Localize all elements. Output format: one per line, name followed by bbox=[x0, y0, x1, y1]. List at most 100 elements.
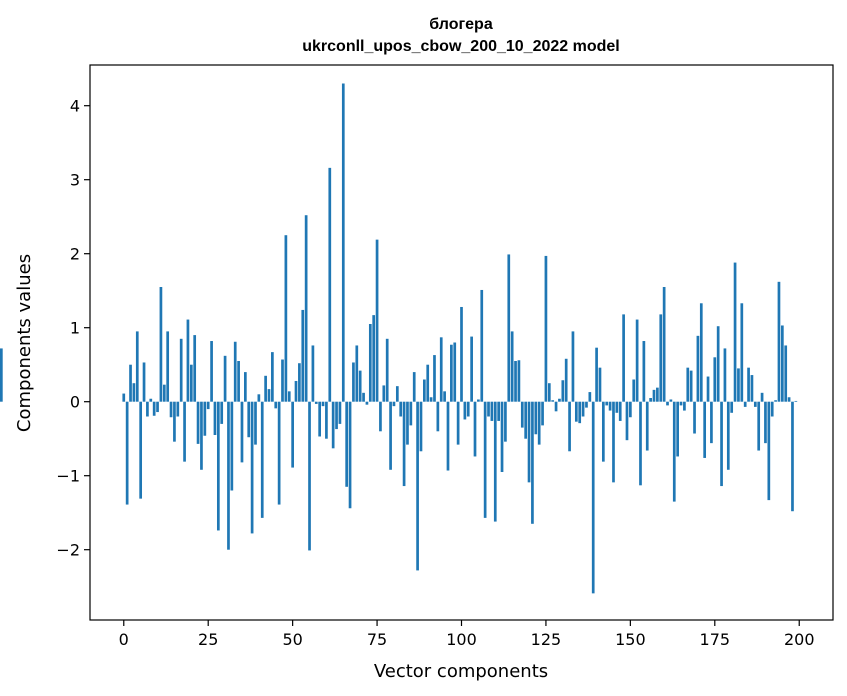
bar-132 bbox=[568, 401, 571, 452]
bar-164 bbox=[676, 401, 679, 457]
bar-135 bbox=[578, 401, 582, 424]
bar-49 bbox=[287, 391, 291, 402]
bar-163 bbox=[672, 401, 676, 502]
bar-153 bbox=[639, 401, 642, 486]
bar-84 bbox=[406, 401, 409, 445]
bar-193 bbox=[774, 400, 777, 402]
bar-75 bbox=[375, 239, 379, 402]
bar-188 bbox=[757, 401, 761, 451]
bar-170 bbox=[696, 335, 700, 402]
bar-118 bbox=[520, 401, 524, 428]
bar-139 bbox=[591, 401, 595, 594]
bar-19 bbox=[186, 319, 190, 402]
bar-58 bbox=[318, 401, 321, 437]
bar-21 bbox=[193, 335, 197, 402]
bar-145 bbox=[612, 401, 615, 483]
bar-95 bbox=[443, 391, 446, 402]
bar-197 bbox=[787, 397, 791, 402]
bar-76 bbox=[379, 401, 382, 432]
bar-30 bbox=[223, 355, 227, 402]
bar-187 bbox=[753, 401, 757, 407]
bar-90 bbox=[426, 364, 430, 402]
bar-169 bbox=[693, 401, 696, 434]
bar-85 bbox=[409, 401, 413, 426]
bar-65 bbox=[341, 83, 345, 402]
bar-165 bbox=[679, 401, 683, 406]
bar-148 bbox=[622, 314, 625, 402]
bar-80 bbox=[392, 401, 396, 407]
bar-144 bbox=[608, 401, 612, 411]
bar-104 bbox=[473, 401, 477, 457]
bar-172 bbox=[703, 401, 707, 458]
plot-area-frame bbox=[89, 64, 834, 621]
bar-119 bbox=[524, 401, 528, 439]
y-axis-ticks: −2 −1 0 1 2 3 4 bbox=[56, 97, 90, 560]
bar-105 bbox=[477, 399, 480, 402]
bar-48 bbox=[284, 235, 288, 402]
bar-7 bbox=[146, 401, 149, 417]
bar-55 bbox=[308, 401, 311, 551]
bar-11 bbox=[159, 287, 163, 402]
bar-73 bbox=[368, 324, 372, 402]
bar-176 bbox=[716, 326, 720, 402]
bar-117 bbox=[517, 360, 521, 402]
bar-40 bbox=[257, 394, 261, 402]
bar-133 bbox=[571, 331, 575, 402]
bar-161 bbox=[666, 401, 669, 406]
bar-121 bbox=[531, 401, 534, 524]
bar-190 bbox=[764, 401, 767, 444]
bar-1 bbox=[125, 401, 129, 505]
bar-9 bbox=[152, 401, 156, 416]
bar-198 bbox=[791, 401, 794, 512]
bar-171 bbox=[699, 303, 703, 402]
bar-34 bbox=[237, 361, 240, 402]
bar-158 bbox=[656, 387, 659, 402]
bar-151 bbox=[632, 379, 636, 402]
bar-79 bbox=[389, 401, 392, 470]
bar-66 bbox=[345, 401, 349, 487]
bar-129 bbox=[558, 398, 561, 402]
bar-18 bbox=[183, 401, 186, 462]
bar-167 bbox=[686, 367, 690, 402]
bar-168 bbox=[689, 370, 693, 402]
x-tick-label: 125 bbox=[531, 630, 562, 649]
bar-61 bbox=[328, 167, 332, 402]
bar-93 bbox=[436, 401, 440, 432]
bar-120 bbox=[527, 401, 531, 483]
y-tick-label: −1 bbox=[56, 467, 80, 486]
bar-166 bbox=[683, 401, 686, 411]
y-tick-label: 3 bbox=[70, 171, 80, 190]
bar-42 bbox=[264, 375, 267, 402]
bar-109 bbox=[490, 401, 494, 421]
x-tick-label: 0 bbox=[119, 630, 129, 649]
bar-88 bbox=[419, 401, 423, 452]
bar-174 bbox=[710, 401, 713, 444]
bar-60 bbox=[325, 401, 328, 439]
bar-22 bbox=[196, 401, 200, 444]
bar-3 bbox=[132, 383, 136, 402]
bar-177 bbox=[720, 401, 723, 487]
bar-182 bbox=[737, 368, 740, 402]
bar-195 bbox=[780, 325, 784, 402]
bar-91 bbox=[429, 397, 433, 402]
bar-137 bbox=[585, 401, 588, 408]
bar-181 bbox=[733, 262, 737, 402]
bar-33 bbox=[233, 341, 237, 402]
bar-27 bbox=[213, 401, 217, 435]
bar-92 bbox=[433, 355, 436, 402]
bar-8 bbox=[149, 398, 153, 402]
bar-194 bbox=[777, 281, 781, 402]
bar-20 bbox=[189, 364, 193, 402]
bar-0 bbox=[122, 393, 126, 402]
bar-78 bbox=[385, 338, 389, 402]
bar-126 bbox=[547, 383, 551, 402]
bar-106 bbox=[480, 289, 484, 402]
bar-99 bbox=[456, 401, 460, 445]
bar-29 bbox=[220, 401, 224, 424]
bar-155 bbox=[645, 401, 649, 451]
bar-114 bbox=[507, 254, 511, 402]
bar-45 bbox=[274, 401, 278, 409]
bar-191 bbox=[767, 401, 771, 501]
bar-25 bbox=[206, 401, 210, 410]
bar-38 bbox=[250, 401, 254, 534]
